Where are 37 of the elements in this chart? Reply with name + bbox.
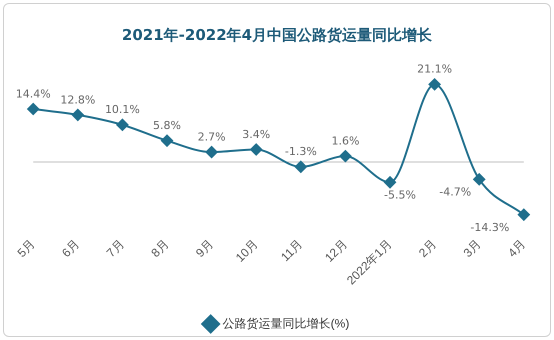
data-label: 14.4% bbox=[16, 87, 51, 100]
data-label: 5.8% bbox=[153, 119, 181, 132]
point bbox=[384, 176, 396, 188]
data-label: -14.3% bbox=[470, 221, 510, 234]
x-tick-label: 4月 bbox=[505, 236, 528, 260]
data-label: 1.6% bbox=[331, 134, 360, 148]
point bbox=[294, 160, 307, 173]
x-tick-label: 2月 bbox=[416, 236, 440, 260]
x-tick-label: 6月 bbox=[59, 236, 82, 260]
x-tick-label: 10月 bbox=[232, 236, 261, 265]
point bbox=[161, 134, 174, 147]
point bbox=[473, 173, 486, 186]
data-label: 2.7% bbox=[198, 130, 226, 144]
chart-title: 2021年-2022年4月中国公路货运量同比增长 bbox=[120, 26, 434, 45]
point bbox=[206, 146, 218, 158]
point bbox=[250, 144, 262, 156]
point bbox=[339, 150, 352, 162]
data-label: -5.5% bbox=[384, 188, 416, 202]
point bbox=[116, 118, 128, 131]
data-label: -1.3% bbox=[284, 145, 317, 158]
data-label: 3.4% bbox=[242, 128, 270, 141]
data-label: 10.1% bbox=[104, 103, 140, 116]
point bbox=[428, 78, 441, 90]
point bbox=[72, 108, 84, 121]
legend-label: 公路货运量同比增长(%) bbox=[222, 316, 350, 330]
data-label: 12.8% bbox=[60, 93, 96, 106]
x-tick-label: 3月 bbox=[460, 236, 484, 260]
x-tick-label: 5月 bbox=[14, 236, 38, 260]
x-tick-label: 12月 bbox=[322, 236, 350, 265]
point bbox=[27, 103, 40, 116]
point bbox=[518, 208, 530, 221]
data-label: -4.7% bbox=[439, 186, 472, 199]
data-label: 21.1% bbox=[417, 62, 452, 76]
x-tick-label: 7月 bbox=[104, 236, 127, 260]
x-tick-label: 11月 bbox=[278, 236, 306, 264]
x-tick-label: 9月 bbox=[192, 236, 216, 260]
x-tick-label: 8月 bbox=[148, 236, 172, 260]
